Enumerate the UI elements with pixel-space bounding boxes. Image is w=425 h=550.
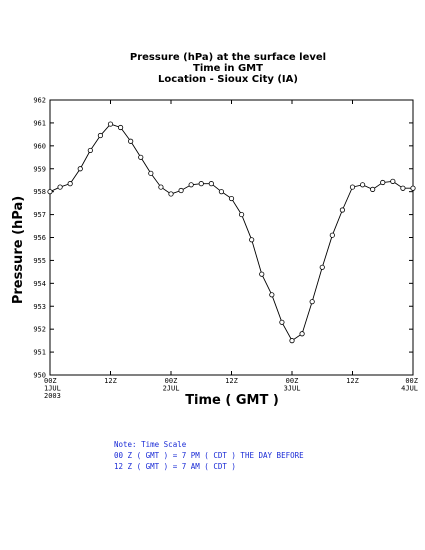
- data-point: [249, 237, 255, 243]
- y-tick-label: 951: [33, 349, 46, 357]
- x-axis-label: Time ( GMT ): [185, 393, 279, 408]
- note-line-1: Note: Time Scale: [114, 440, 187, 449]
- data-point: [77, 166, 83, 172]
- data-point: [47, 189, 53, 195]
- data-point: [269, 292, 275, 298]
- y-tick-label: 958: [33, 188, 46, 196]
- y-tick-label: 953: [33, 303, 46, 311]
- data-point: [380, 179, 386, 186]
- y-tick-label: 961: [33, 119, 46, 127]
- x-tick-label: 12Z: [104, 377, 117, 385]
- x-tick-label: 1JUL: [44, 385, 61, 393]
- data-point: [279, 319, 285, 325]
- x-tick-label: 00Z: [44, 377, 57, 385]
- note-line-2: 00 Z ( GMT ) = 7 PM ( CDT ) THE DAY BEFO…: [114, 451, 304, 460]
- data-point: [138, 154, 144, 160]
- series-pressure: [47, 121, 416, 344]
- x-tick-label: 12Z: [346, 377, 359, 385]
- data-point: [188, 182, 194, 188]
- x-tick-label: 2003: [44, 392, 61, 400]
- y-tick-label: 952: [33, 326, 46, 334]
- note-line-3: 12 Z ( GMT ) = 7 AM ( CDT ): [114, 462, 236, 471]
- data-point: [400, 185, 406, 191]
- data-point: [299, 331, 305, 337]
- data-point: [259, 271, 265, 277]
- data-point: [228, 195, 235, 202]
- data-point: [57, 184, 63, 190]
- x-tick-label: 00Z: [286, 377, 299, 385]
- chart-title-line-1: Pressure (hPa) at the surface level: [130, 52, 326, 63]
- x-tick-label: 4JUL: [401, 385, 418, 393]
- y-tick-label: 960: [33, 142, 46, 150]
- x-tick-label: 3JUL: [284, 385, 301, 393]
- y-tick-label: 956: [33, 234, 46, 242]
- x-tick-label: 00Z: [405, 377, 418, 385]
- y-tick-label: 954: [33, 280, 46, 288]
- data-point: [339, 207, 346, 213]
- data-point: [67, 181, 73, 187]
- data-point: [117, 124, 124, 131]
- data-point: [128, 138, 134, 144]
- y-tick-label: 959: [33, 165, 46, 173]
- data-point: [309, 299, 315, 305]
- data-point: [289, 338, 295, 344]
- data-point: [370, 186, 376, 192]
- data-point: [238, 211, 245, 218]
- x-tick-label: 2JUL: [163, 385, 180, 393]
- data-point: [359, 182, 366, 188]
- data-point: [208, 181, 214, 187]
- y-axis-label: Pressure (hPa): [11, 196, 26, 304]
- x-tick-label: 12Z: [225, 377, 238, 385]
- data-point: [390, 178, 396, 184]
- plot-frame: [49, 99, 414, 376]
- chart-title-line-3: Location - Sioux City (IA): [158, 74, 298, 85]
- chart-title-line-2: Time in GMT: [193, 63, 263, 74]
- y-tick-label: 955: [33, 257, 46, 265]
- data-point: [168, 191, 174, 197]
- data-point: [97, 132, 104, 139]
- data-point: [148, 170, 154, 176]
- data-point: [329, 232, 335, 238]
- data-point: [158, 184, 164, 190]
- y-tick-label: 957: [33, 211, 46, 219]
- series-line: [49, 123, 413, 342]
- data-point: [410, 185, 416, 191]
- y-axis: 950 951 952 953 954 955 956 957 958 959 960 961 962: [33, 97, 413, 380]
- x-tick-label: 00Z: [165, 377, 178, 385]
- data-point: [319, 264, 325, 270]
- y-tick-label: 950: [33, 372, 46, 380]
- data-point: [349, 184, 356, 190]
- data-point: [87, 147, 93, 154]
- data-point: [178, 187, 184, 194]
- data-point: [198, 181, 204, 187]
- y-tick-label: 962: [33, 97, 46, 105]
- data-point: [218, 189, 225, 195]
- data-point: [107, 121, 114, 127]
